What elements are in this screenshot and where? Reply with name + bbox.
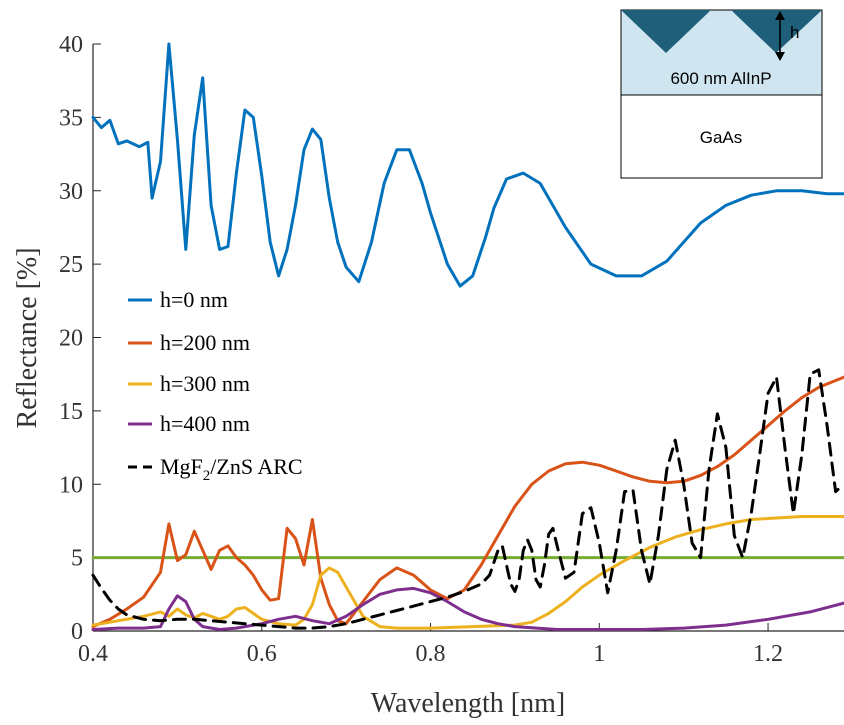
inset-gaas-substrate — [620, 94, 823, 179]
series-line-h-200-nm — [91, 375, 844, 629]
legend-label-arc-main: MgF — [160, 454, 203, 479]
legend-label-h200: h=200 nm — [160, 330, 250, 355]
legend-label-h400: h=400 nm — [160, 411, 250, 436]
legend-label-h0: h=0 nm — [160, 287, 228, 312]
y-axis-label: Reflectance [%] — [12, 247, 43, 428]
legend-label-arc-subscript: 2 — [203, 468, 211, 484]
inset-gaas-label: GaAs — [700, 128, 743, 147]
y-tick-label: 30 — [59, 179, 83, 205]
series-line-h-400-nm — [91, 586, 844, 631]
legend-label-h300: h=300 nm — [160, 371, 250, 396]
x-tick-label: 0.4 — [78, 641, 108, 667]
legend-label-arc: MgF2/ZnS ARC — [160, 454, 303, 484]
series-line-h-0-nm — [91, 42, 844, 288]
inset-arrow-head-top — [775, 11, 785, 20]
legend-label-arc-tail: /ZnS ARC — [210, 454, 302, 479]
x-tick-label: 0.8 — [416, 641, 446, 667]
x-tick-label: 1 — [593, 641, 605, 667]
y-tick-label: 10 — [59, 472, 83, 498]
y-tick-label: 20 — [59, 326, 83, 352]
inset-texture-pyramid-1 — [621, 10, 711, 53]
x-ticks: 0.4 0.6 0.8 1 1.2 — [78, 623, 783, 667]
y-tick-label: 0 — [71, 619, 83, 645]
inset-alinp-label: 600 nm AlInP — [670, 69, 771, 88]
inset-height-label: h — [790, 23, 799, 42]
inset-schematic: h 600 nm AlInP GaAs — [620, 9, 823, 179]
y-tick-label: 35 — [59, 105, 83, 131]
y-tick-label: 15 — [59, 399, 83, 425]
y-tick-label: 25 — [59, 252, 83, 278]
y-tick-label: 40 — [59, 32, 83, 58]
series-line-h-300-nm — [91, 515, 844, 630]
inset-texture-pyramid-2 — [731, 10, 822, 53]
y-tick-label: 5 — [71, 546, 83, 572]
series-group — [91, 42, 844, 631]
inset-arrow-head-bottom — [775, 52, 785, 61]
x-axis-label: Wavelength [nm] — [371, 688, 565, 719]
y-ticks: 0 5 10 15 20 25 30 35 40 — [59, 32, 101, 645]
x-tick-label: 1.2 — [753, 641, 783, 667]
x-tick-label: 0.6 — [247, 641, 277, 667]
series-line-mgf2-zns-arc — [91, 368, 844, 630]
legend: h=0 nm h=200 nm h=300 nm h=400 nm MgF2/Z… — [128, 287, 303, 484]
